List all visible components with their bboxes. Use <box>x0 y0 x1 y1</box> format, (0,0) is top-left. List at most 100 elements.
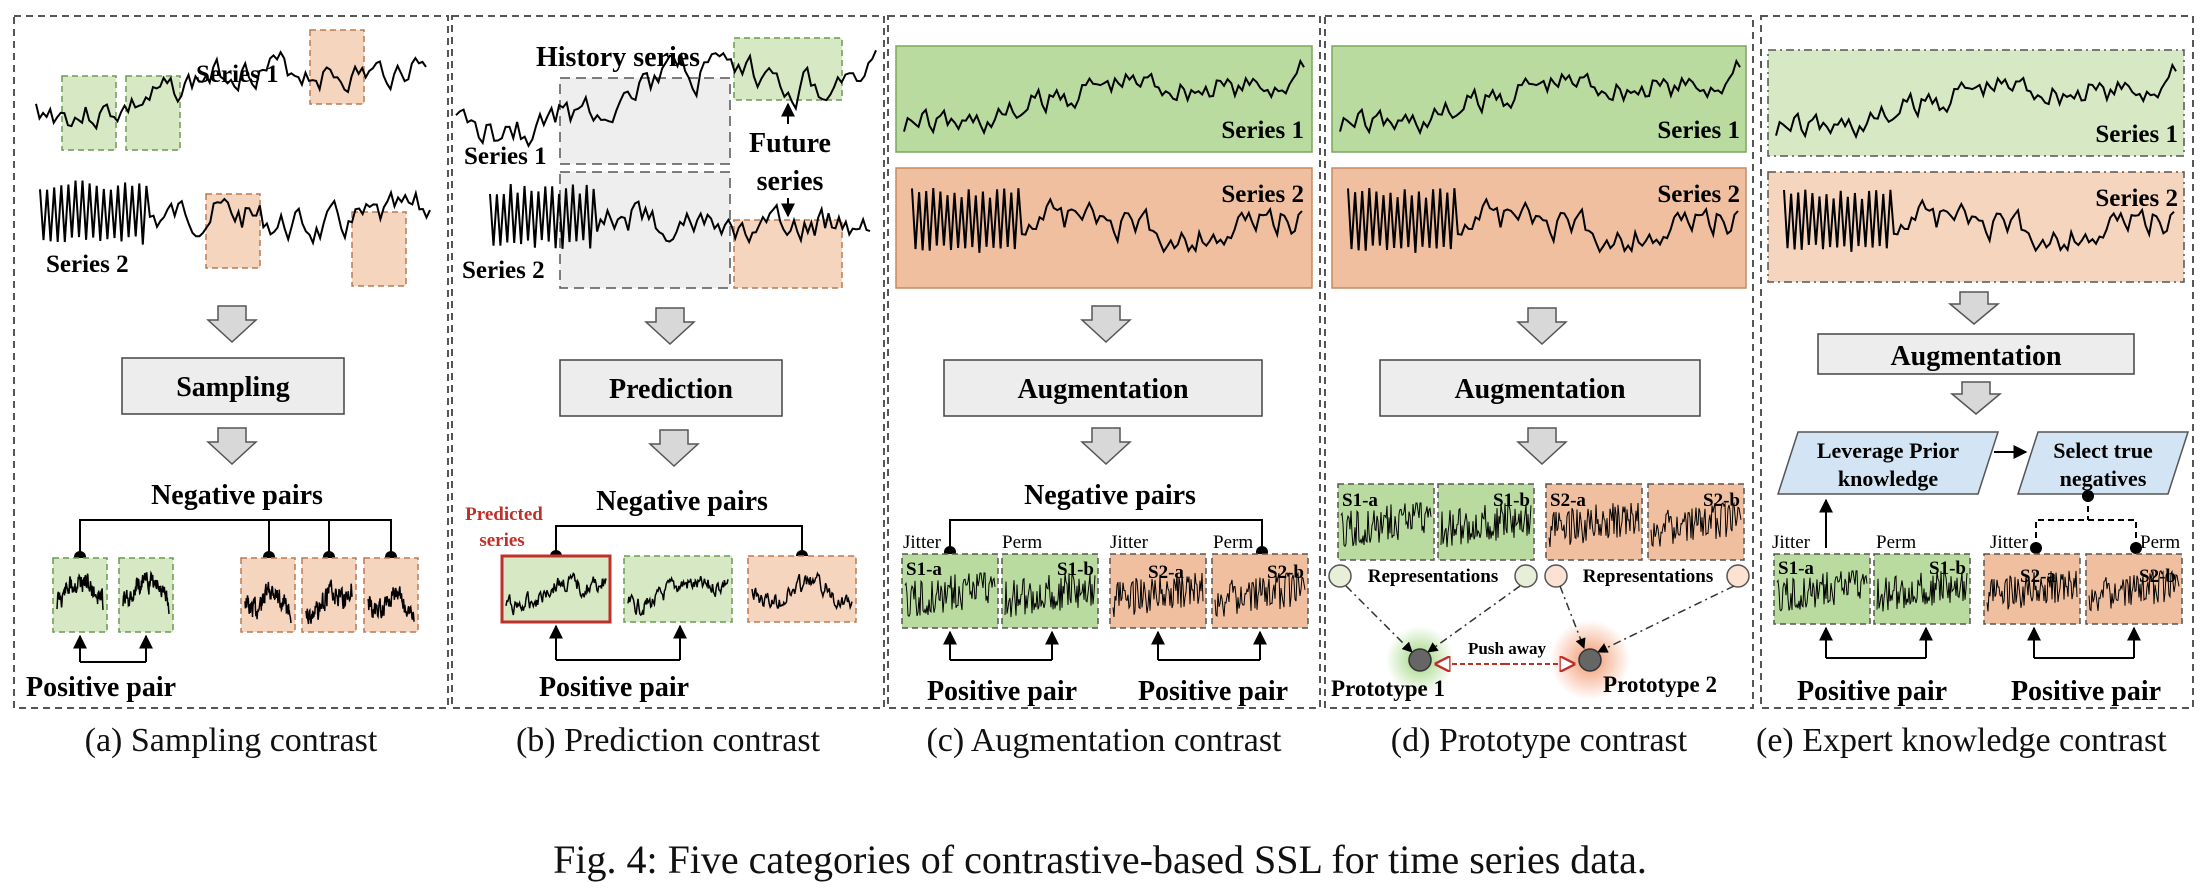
prototype-1-node <box>1408 648 1432 672</box>
sample-line <box>244 581 292 624</box>
down-arrow-icon <box>206 427 258 466</box>
panel-e-frame <box>1760 15 2194 709</box>
sample-line <box>305 579 353 625</box>
positive-pair-label-2: Positive pair <box>1138 676 1288 707</box>
caption-c: (c) Augmentation contrast <box>926 722 1282 759</box>
aug-s1a <box>1773 553 1871 625</box>
sample-line <box>751 571 853 611</box>
aug-s2b <box>1211 553 1309 629</box>
series-2-line <box>1783 189 2175 253</box>
rep-node <box>1514 564 1538 588</box>
rep-s1a <box>1337 483 1435 561</box>
positive-pair-label-1: Positive pair <box>927 676 1077 707</box>
panel-b: History series Series 1 Series 2 Future … <box>455 37 877 703</box>
series-1-line <box>1775 62 2177 140</box>
s1a-label: S1-a <box>1342 490 1378 511</box>
series-1-line <box>903 58 1305 136</box>
series-1-label: Series 1 <box>196 61 279 88</box>
series-2-label: Series 2 <box>46 251 129 278</box>
negative-pairs-label: Negative pairs <box>151 480 323 511</box>
jitter-label-1: Jitter <box>903 532 942 553</box>
predicted-series-box <box>500 554 612 624</box>
series-1-label: Series 1 <box>2095 121 2178 148</box>
prior-knowledge-box <box>1776 431 2000 495</box>
series-1-band <box>1331 45 1747 153</box>
panel-e: Series 1 Series 2 Augmentation Leverage … <box>1767 49 2190 707</box>
process-box <box>1379 359 1701 417</box>
select-negatives-box <box>2016 431 2190 495</box>
negative-pairs-label: Negative pairs <box>1024 480 1196 511</box>
down-arrow-icon <box>1947 291 2001 325</box>
series-2-band <box>895 167 1313 289</box>
aug-s2b <box>2085 553 2183 625</box>
jitter-label-2: Jitter <box>1110 532 1149 553</box>
caption-b: (b) Prediction contrast <box>515 722 821 759</box>
sample-orange-1 <box>240 557 296 633</box>
panel-d-frame <box>1324 15 1754 709</box>
sample-line <box>2088 569 2180 612</box>
positive-pair-label: Positive pair <box>26 672 176 703</box>
series-1-line <box>1339 58 1741 136</box>
sample-line <box>1214 571 1306 617</box>
series-1-label: Series 1 <box>1221 117 1304 144</box>
panel-c: Series 1 Series 2 Augmentation Negative … <box>895 45 1313 707</box>
sample-line <box>1986 570 2078 612</box>
process-box <box>121 357 345 415</box>
s2a-label: S2-a <box>1550 490 1586 511</box>
series-2-line <box>489 183 871 249</box>
s2b-label: S2-b <box>1703 490 1740 511</box>
positive-bracket <box>79 636 146 663</box>
representations-label-2: Representations <box>1583 566 1714 587</box>
series-1-band <box>895 45 1313 153</box>
series-2-label: Series 2 <box>462 257 545 284</box>
panel-b-frame <box>451 15 885 709</box>
negative-bracket <box>555 525 803 556</box>
panel-a: Series 1 Series 2 Sampling Negative pair… <box>26 29 431 703</box>
negative-pairs-label: Negative pairs <box>596 486 768 517</box>
sample-window-orange-2 <box>205 193 261 269</box>
sample-line <box>1776 570 1868 612</box>
sample-green-2 <box>118 557 174 633</box>
positive-pair-label-2: Positive pair <box>2011 676 2161 707</box>
process-box <box>559 359 783 417</box>
prior-label-1: Leverage Prior <box>1817 438 1960 463</box>
rep-node <box>1544 564 1568 588</box>
s1a-label: S1-a <box>1778 558 1814 579</box>
predicted-label-2: series <box>479 530 524 551</box>
positive-pair-label-1: Positive pair <box>1797 676 1947 707</box>
s2a-label: S2-a <box>2020 566 2056 587</box>
perm-label-2: Perm <box>2140 532 2180 553</box>
series-2-band <box>1331 167 1747 289</box>
prototype-2-label: Prototype 2 <box>1603 672 1717 697</box>
sample-line <box>904 572 996 618</box>
rep-node <box>1726 564 1750 588</box>
sample-line <box>1548 502 1640 548</box>
process-label: Prediction <box>609 374 733 405</box>
s1a-label: S1-a <box>906 559 942 580</box>
jitter-label-1: Jitter <box>1772 532 1811 553</box>
caption-e: (e) Expert knowledge contrast <box>1756 722 2167 759</box>
sample-window-orange-3 <box>351 211 407 287</box>
sample-line <box>1876 570 1968 612</box>
series-2-line <box>911 188 1303 254</box>
future-label-1: Future <box>749 128 831 159</box>
rep-node <box>1328 564 1352 588</box>
prior-label-2: knowledge <box>1838 466 1938 491</box>
select-label-2: negatives <box>2060 466 2147 491</box>
caption-a: (a) Sampling contrast <box>84 722 378 759</box>
down-arrow-icon <box>1949 381 2003 415</box>
sample-line <box>1440 502 1532 548</box>
series-2-label: Series 2 <box>2095 185 2178 212</box>
s2b-label: S2-b <box>2139 566 2176 587</box>
sample-line <box>1340 502 1432 548</box>
sample-line <box>627 575 729 616</box>
s2a-label: S2-a <box>1148 562 1184 583</box>
process-label: Augmentation <box>1890 341 2062 372</box>
history-series-label: History series <box>536 42 700 73</box>
representations-label-1: Representations <box>1368 566 1499 587</box>
negative-bracket <box>949 519 1263 552</box>
process-label: Augmentation <box>1017 374 1189 405</box>
aug-s2a <box>1983 553 2081 625</box>
s2b-label: S2-b <box>1267 562 1304 583</box>
s1b-label: S1-b <box>1057 559 1094 580</box>
